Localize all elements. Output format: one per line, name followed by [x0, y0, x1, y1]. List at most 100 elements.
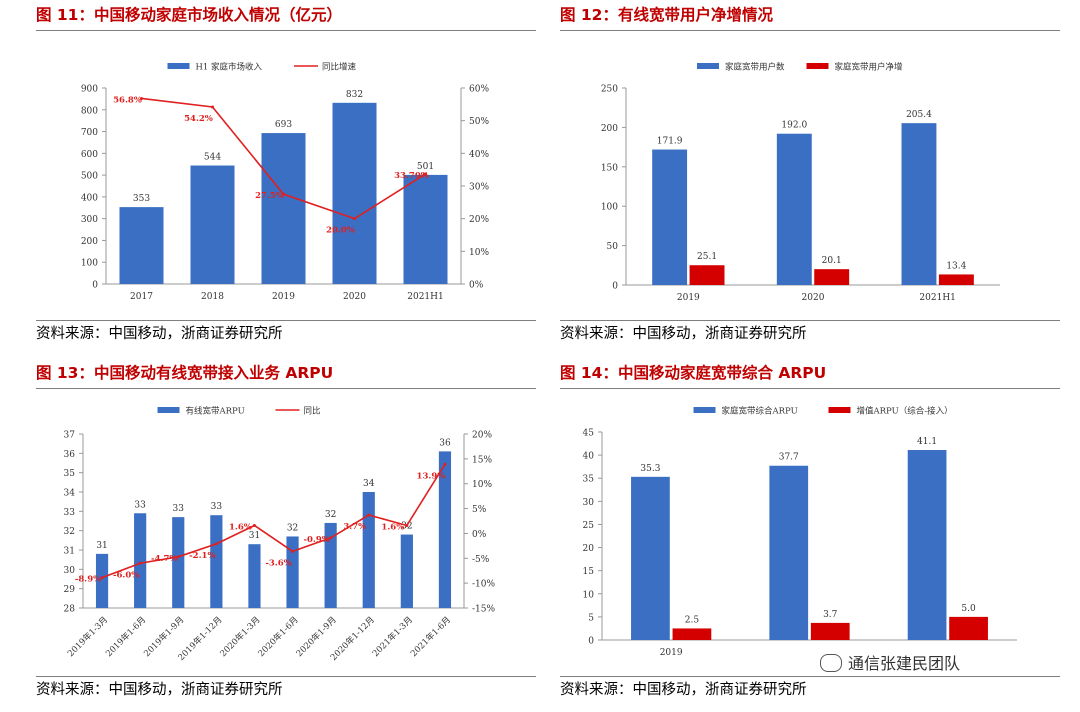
- legend-label: 家庭宽带用户净增: [835, 62, 903, 73]
- y-tick-label: 32: [64, 527, 75, 537]
- line-point: [329, 536, 333, 540]
- y2-tick-label: -5%: [472, 555, 490, 565]
- y-tick-label: 45: [583, 429, 595, 439]
- bar: [248, 544, 261, 608]
- bar-value-label: 2.5: [685, 615, 700, 625]
- bar-value-label: 32: [325, 510, 336, 520]
- y-tick-label: 40: [583, 452, 595, 462]
- y-tick-label: 33: [64, 508, 76, 518]
- watermark-text: 通信张建民团队: [848, 654, 961, 673]
- line-point: [140, 96, 143, 100]
- y-tick-label: 0: [612, 282, 618, 292]
- line-value-label: 3.7%: [343, 522, 366, 532]
- line-point: [353, 217, 356, 221]
- bar: [190, 165, 235, 284]
- x-tick-label: 2021年1-6月: [408, 614, 453, 659]
- figure-13-source: 资料来源：中国移动，浙商证券研究所: [36, 676, 536, 703]
- bar: [438, 451, 452, 608]
- y2-tick-label: 40%: [469, 150, 489, 160]
- x-tick-label: 2019: [677, 293, 700, 303]
- bar: [938, 274, 974, 285]
- y-tick-label: 35: [64, 469, 76, 479]
- legend-label: 家庭宽带综合ARPU: [722, 406, 798, 417]
- y-tick-label: 37: [64, 431, 76, 441]
- y2-tick-label: 30%: [469, 183, 489, 193]
- figure-12-chart: 0 50 100 150 200 250 2019 2020 2021H1 171.9 192.0 2…: [601, 62, 1000, 303]
- bar: [362, 492, 375, 608]
- bar: [119, 207, 164, 284]
- y-tick-label: 250: [601, 85, 618, 95]
- bar-value-label: 33: [134, 500, 146, 510]
- bar: [210, 515, 223, 608]
- y2-tick-label: 20%: [472, 431, 492, 441]
- line-value-label: 27.5%: [255, 191, 284, 201]
- y2-tick-label: 10%: [472, 480, 492, 490]
- legend-swatch: [157, 407, 180, 413]
- line-value-label: -3.6%: [265, 558, 291, 568]
- y2-tick-label: 5%: [472, 505, 487, 515]
- figure-13-chart: 28 29 30 31 32 33 34 35 36 37 -15% -10% -5% 0% 5% 10% 15…: [64, 406, 496, 663]
- y2-tick-label: 20%: [469, 215, 489, 225]
- y-tick-label: 5: [588, 613, 594, 623]
- legend-label: 家庭宽带用户数: [725, 62, 785, 73]
- line-point: [443, 462, 447, 466]
- bar: [134, 513, 147, 608]
- bar-value-label: 501: [417, 162, 434, 172]
- y-tick-label: 600: [81, 150, 98, 160]
- figure-14-panel: 图 14：中国移动家庭宽带综合 ARPU 0 5 10 15 20 25 30 35 40 45 2…: [560, 358, 1060, 710]
- bar-value-label: 33: [173, 504, 185, 514]
- line-value-label: 1.6%: [229, 522, 252, 532]
- bar: [95, 553, 109, 608]
- line-value-label: -4.7%: [151, 554, 177, 564]
- y-tick-label: 300: [81, 215, 98, 225]
- x-tick-label: 2019: [272, 292, 295, 302]
- bar: [810, 622, 850, 640]
- watermark: 通信张建民团队: [820, 650, 960, 674]
- bar: [901, 123, 937, 285]
- line-value-label: -0.9%: [303, 535, 329, 545]
- line-point: [367, 513, 371, 517]
- y-tick-label: 31: [64, 547, 75, 557]
- line-value-label: 56.8%: [113, 95, 142, 105]
- figure-14-source: 资料来源：中国移动，浙商证券研究所: [560, 676, 1060, 703]
- y-tick-label: 29: [64, 585, 76, 595]
- bar: [324, 522, 337, 608]
- y-tick-label: 0: [92, 281, 98, 291]
- x-tick-label: 2020: [802, 293, 825, 303]
- bar-value-label: 171.9: [657, 137, 683, 147]
- x-tick-label: 2018: [201, 292, 224, 302]
- y-tick-label: 20: [583, 544, 595, 554]
- line-value-label: 54.2%: [184, 114, 213, 124]
- bar: [769, 465, 809, 640]
- line-value-label: -2.1%: [189, 551, 215, 561]
- y-tick-label: 200: [81, 237, 98, 247]
- legend-swatch: [693, 407, 716, 413]
- y-tick-label: 28: [64, 605, 76, 615]
- bar-value-label: 544: [204, 153, 221, 163]
- line-point: [100, 576, 104, 580]
- bar: [776, 133, 812, 285]
- y-tick-label: 400: [81, 193, 98, 203]
- figure-11-title: 图 11：中国移动家庭市场收入情况（亿元）: [36, 0, 536, 31]
- line-point: [252, 523, 256, 527]
- bar: [814, 269, 850, 285]
- y-tick-label: 15: [583, 567, 595, 577]
- legend-label: H1 家庭市场收入: [196, 62, 263, 73]
- figure-13-title: 图 13：中国移动有线宽带接入业务 ARPU: [36, 358, 536, 389]
- bar: [672, 628, 712, 640]
- y-tick-label: 200: [601, 124, 618, 134]
- bar-value-label: 693: [275, 120, 292, 130]
- bar-value-label: 32: [287, 523, 298, 533]
- y-tick-label: 25: [583, 521, 595, 531]
- line-point: [138, 561, 142, 565]
- y2-tick-label: 50%: [469, 117, 489, 127]
- x-tick-label: 2017: [130, 292, 153, 302]
- bar: [652, 149, 688, 285]
- figure-12-panel: 图 12：有线宽带用户净增情况 0 50 100 150 200 250 2019 2020 2…: [560, 0, 1060, 352]
- bar: [949, 616, 988, 640]
- legend-label: 同比增速: [322, 62, 357, 73]
- figure-13-panel: 图 13：中国移动有线宽带接入业务 ARPU 28 29 30 31 32 33 34 35 3…: [36, 358, 536, 710]
- legend-swatch: [806, 63, 829, 69]
- line-value-label: -8.9%: [75, 575, 101, 585]
- bar-value-label: 13.4: [946, 261, 966, 271]
